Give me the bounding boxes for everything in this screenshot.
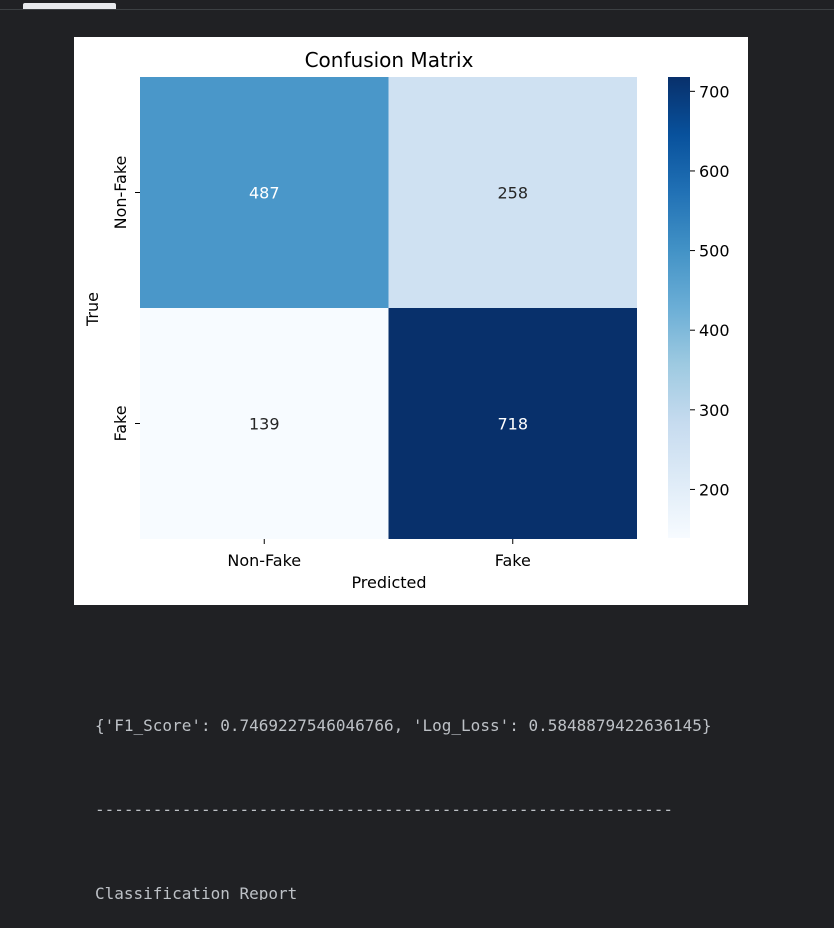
tab-bar-divider <box>0 9 834 10</box>
x-axis-label: Predicted <box>351 573 426 592</box>
colorbar-tick-label: 400 <box>699 321 730 340</box>
confusion-matrix-figure: Confusion Matrix 487 258 139 718 Non-Fake Fa… <box>74 37 748 605</box>
y-axis-label: True <box>83 292 102 327</box>
cell-value-label: 258 <box>497 184 528 203</box>
heatmap-cell <box>388 308 637 539</box>
cell-value-label: 487 <box>249 184 280 203</box>
x-axis-ticks: Non-Fake Fake <box>227 539 531 570</box>
report-heading: Classification Report <box>95 884 298 900</box>
heatmap-cell-labels: 487 258 139 718 <box>249 184 528 434</box>
separator-line: ----------------------------------------… <box>95 800 673 819</box>
active-tab-indicator[interactable] <box>23 3 116 9</box>
heatmap-cell <box>140 77 389 308</box>
heatmap-cell <box>388 77 637 308</box>
y-tick-label: Non-Fake <box>111 156 130 230</box>
colorbar-ticks: 200 300 400 500 600 700 <box>690 82 730 499</box>
colorbar-tick-label: 600 <box>699 162 730 181</box>
cell-output: {'F1_Score': 0.7469227546046766, 'Log_Lo… <box>95 656 815 928</box>
cell-value-label: 139 <box>249 415 280 434</box>
heatmap-cell <box>140 308 389 539</box>
colorbar-tick-label: 500 <box>699 242 730 261</box>
x-tick-label: Non-Fake <box>227 551 301 570</box>
colorbar-tick-label: 200 <box>699 480 730 499</box>
y-tick-label: Fake <box>111 405 130 441</box>
colorbar <box>668 77 690 538</box>
y-axis-ticks: Non-Fake Fake <box>111 156 140 442</box>
chart-title: Confusion Matrix <box>305 48 474 72</box>
colorbar-tick-label: 700 <box>699 82 730 101</box>
heatmap-cells <box>140 77 637 539</box>
metrics-output: {'F1_Score': 0.7469227546046766, 'Log_Lo… <box>95 716 712 735</box>
x-tick-label: Fake <box>495 551 531 570</box>
colorbar-tick-label: 300 <box>699 401 730 420</box>
cell-value-label: 718 <box>497 415 528 434</box>
